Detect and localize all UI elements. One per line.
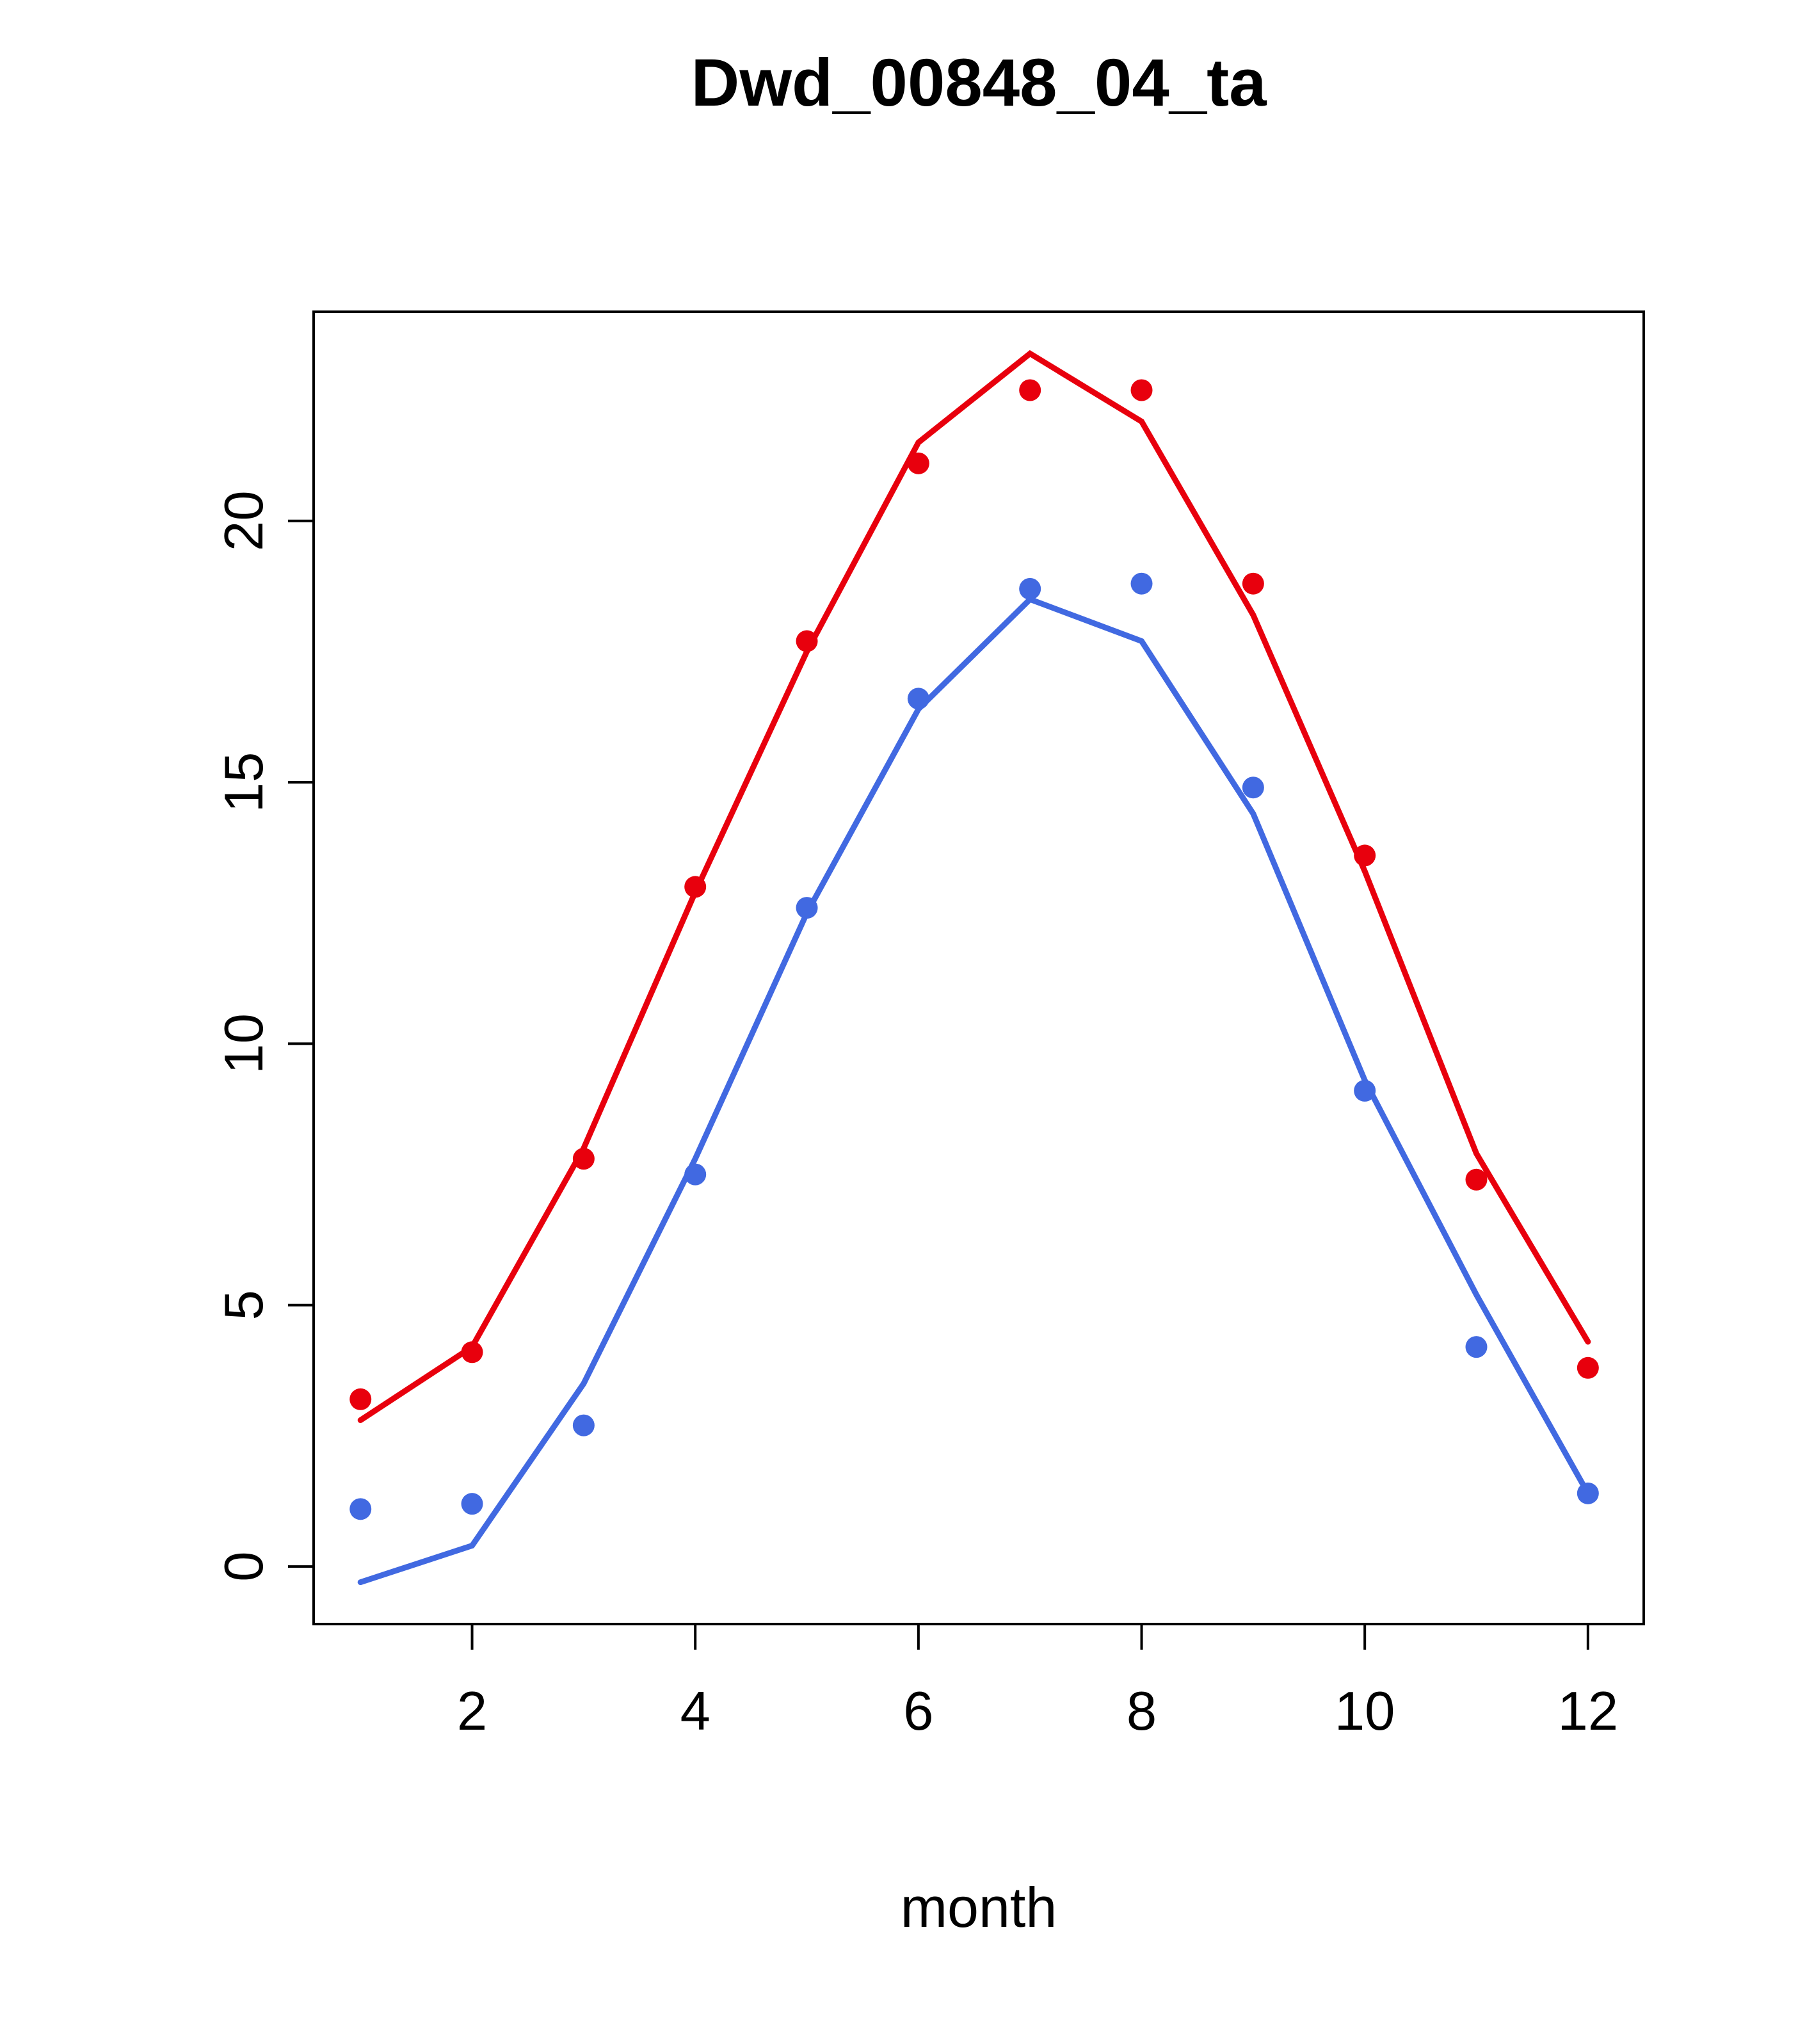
blue-points-marker bbox=[907, 688, 929, 710]
red-points-marker bbox=[1130, 379, 1153, 401]
red-points-marker bbox=[907, 452, 929, 474]
y-tick-label: 0 bbox=[214, 1552, 275, 1582]
blue-points-marker bbox=[1130, 572, 1153, 595]
red-points-marker bbox=[1577, 1356, 1599, 1379]
y-tick-label: 20 bbox=[214, 490, 275, 551]
x-tick-label: 10 bbox=[1335, 1681, 1395, 1742]
blue-points-marker bbox=[461, 1493, 483, 1515]
series-blue-points bbox=[349, 572, 1599, 1520]
chart-title: Dwd_00848_04_ta bbox=[691, 45, 1268, 120]
x-axis-label: month bbox=[901, 1876, 1057, 1939]
plot-border bbox=[312, 310, 1645, 1625]
blue-points-marker bbox=[1242, 777, 1264, 799]
x-axis-ticks: 2 4 6 8 10 12 bbox=[457, 1624, 1618, 1742]
red-points-marker bbox=[349, 1388, 372, 1410]
y-axis-ticks: 0 5 10 15 20 bbox=[214, 490, 314, 1582]
red-points-marker bbox=[1354, 844, 1376, 867]
blue-points-marker bbox=[349, 1498, 372, 1520]
y-tick-label: 10 bbox=[214, 1013, 275, 1074]
red-points-marker bbox=[572, 1148, 595, 1170]
red-points-marker bbox=[796, 630, 818, 652]
blue-points-marker bbox=[1465, 1336, 1488, 1358]
red-points-marker bbox=[1019, 379, 1041, 401]
series-layer bbox=[349, 350, 1599, 1586]
blue-points-marker bbox=[1577, 1482, 1599, 1504]
blue-points-marker bbox=[1354, 1079, 1376, 1102]
red-points-marker bbox=[684, 876, 707, 898]
x-tick-label: 2 bbox=[457, 1681, 487, 1742]
x-tick-label: 6 bbox=[903, 1681, 933, 1742]
x-tick-label: 12 bbox=[1558, 1681, 1619, 1742]
series-red-line bbox=[357, 350, 1591, 1423]
blue-points-marker bbox=[572, 1414, 595, 1436]
x-tick-label: 8 bbox=[1127, 1681, 1157, 1742]
blue-points-marker bbox=[684, 1163, 707, 1186]
series-red-points bbox=[349, 379, 1599, 1410]
red-line bbox=[357, 350, 1591, 1423]
x-tick-label: 4 bbox=[680, 1681, 710, 1742]
blue-line bbox=[357, 595, 1591, 1586]
red-points-marker bbox=[461, 1341, 483, 1364]
blue-points-marker bbox=[1019, 577, 1041, 600]
y-tick-label: 15 bbox=[214, 752, 275, 813]
y-tick-label: 5 bbox=[214, 1290, 275, 1320]
series-blue-line bbox=[357, 595, 1591, 1586]
blue-points-marker bbox=[796, 897, 818, 919]
red-points-marker bbox=[1465, 1168, 1488, 1191]
red-points-marker bbox=[1242, 572, 1264, 595]
